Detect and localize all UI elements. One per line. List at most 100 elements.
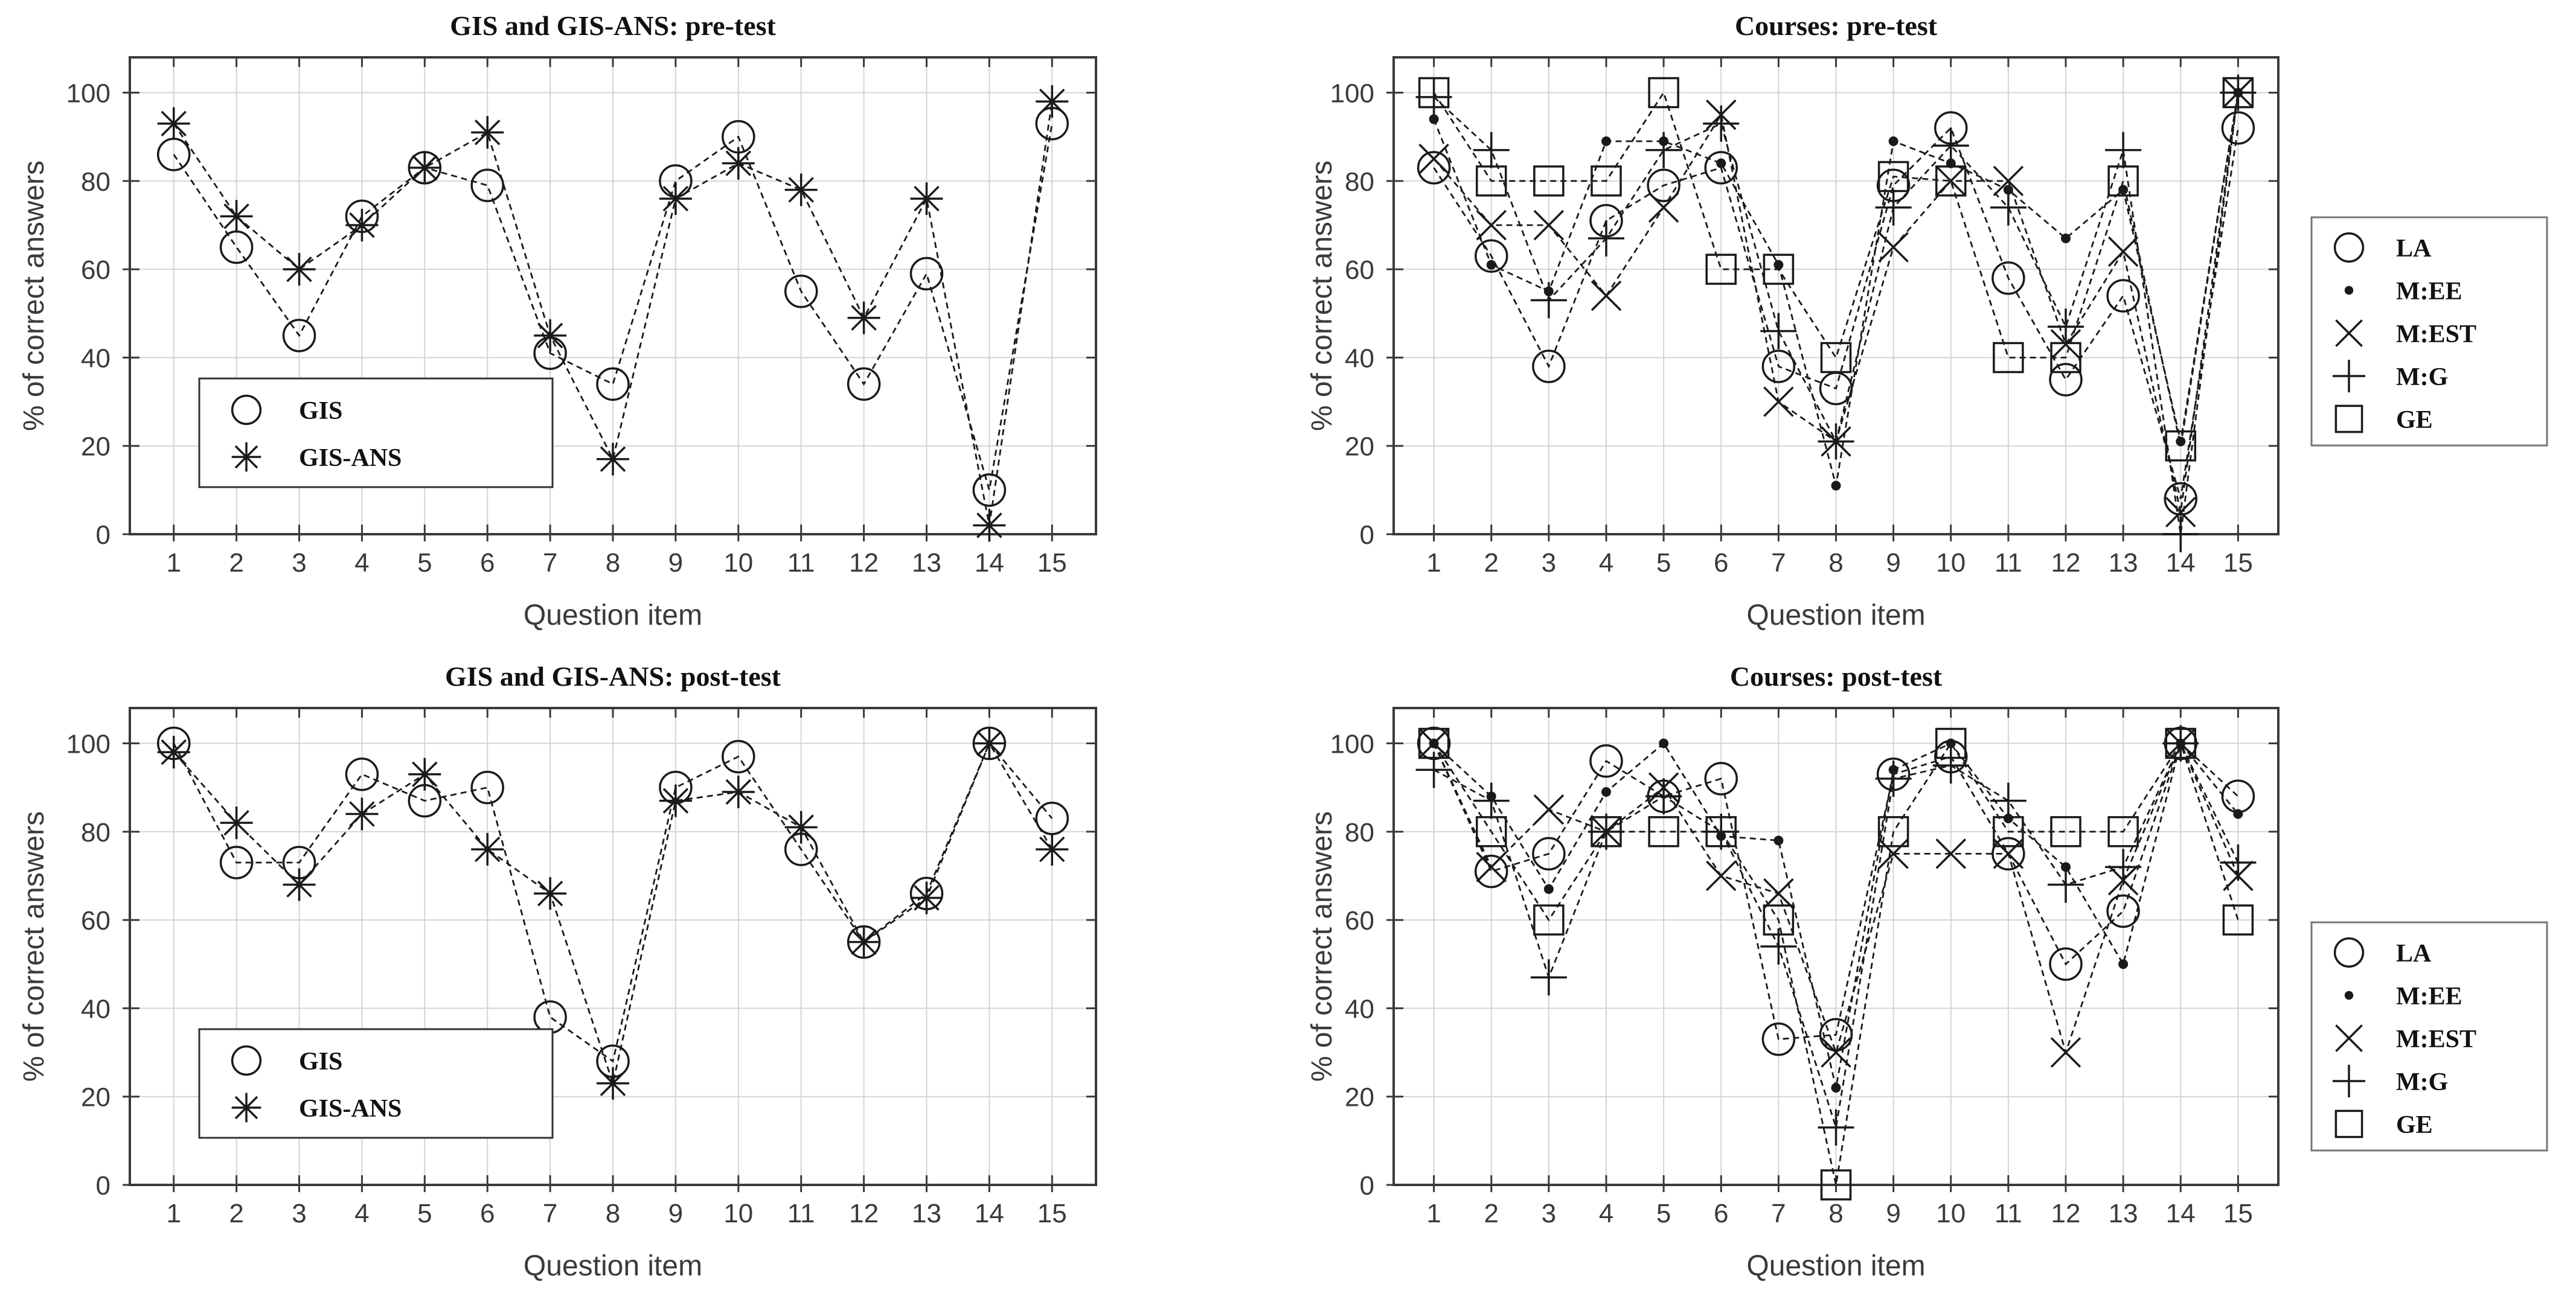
series-m-est <box>1418 77 2254 528</box>
x-tick-label: 13 <box>912 1199 941 1228</box>
legend-label: GIS <box>299 1048 342 1076</box>
circle-marker <box>2333 232 2365 263</box>
square-marker <box>1475 165 1507 197</box>
legend-label: M:EE <box>2396 983 2462 1010</box>
x-tick-label: 11 <box>1994 1199 2022 1228</box>
square-marker <box>1475 816 1507 847</box>
legend-label: LA <box>2396 235 2432 263</box>
star-marker <box>286 256 312 282</box>
star-marker <box>234 445 258 469</box>
circle-marker <box>1704 762 1738 796</box>
circle-marker <box>1991 261 2025 295</box>
x-tick-label: 11 <box>787 548 815 578</box>
square-marker <box>1533 904 1565 936</box>
legend-label: M:EE <box>2396 278 2462 305</box>
y-tick-label: 80 <box>81 818 111 847</box>
x-tick-label: 6 <box>1714 548 1728 578</box>
square-marker <box>1591 816 1622 847</box>
y-tick-label: 20 <box>81 432 111 462</box>
x-marker <box>1418 728 1449 759</box>
y-tick-label: 100 <box>1330 730 1374 759</box>
x-tick-label: 5 <box>1656 1199 1671 1228</box>
star-marker <box>976 730 1002 756</box>
square-marker <box>2050 342 2081 374</box>
x-marker <box>1476 209 1507 241</box>
series-line <box>1433 126 2239 499</box>
legend: LA M:EE M:EST M:G GE <box>2310 216 2548 447</box>
square-marker <box>2107 165 2139 197</box>
star-marker <box>286 872 312 898</box>
series-m-g <box>1415 725 2257 1146</box>
x-tick-label: 1 <box>1426 548 1441 578</box>
x-tick-label: 10 <box>723 548 753 578</box>
x-tick-label: 9 <box>1886 1199 1900 1228</box>
circle-marker <box>596 367 630 401</box>
square-marker <box>1993 816 2024 847</box>
circle-marker <box>2221 111 2255 145</box>
series-line <box>173 741 1053 1063</box>
series-gis-ans <box>157 85 1069 542</box>
star-marker <box>234 1096 258 1120</box>
x-tick-label: 10 <box>723 1199 753 1228</box>
x-tick-label: 3 <box>1542 548 1556 578</box>
x-tick-label: 9 <box>668 1199 683 1228</box>
y-tick-label: 0 <box>1360 1171 1374 1201</box>
x-marker <box>1878 232 1909 263</box>
x-tick-label: 5 <box>1656 548 1671 578</box>
dot-marker <box>1773 260 1784 270</box>
y-axis-label: % of correct answers <box>18 161 50 431</box>
x-tick-label: 5 <box>417 548 432 578</box>
legend: LA M:EE M:EST M:G GE <box>2310 921 2548 1152</box>
legend-label: M:EST <box>2396 1026 2476 1053</box>
legend-box <box>198 377 554 488</box>
circle-marker <box>1417 151 1451 185</box>
x-tick-label: 7 <box>1771 548 1786 578</box>
star-marker <box>474 836 501 863</box>
x-tick-label: 6 <box>480 1199 495 1228</box>
x-tick-label: 6 <box>1714 1199 1728 1228</box>
x-tick-label: 1 <box>166 1199 181 1228</box>
x-tick-label: 13 <box>2109 548 2138 578</box>
x-tick-label: 4 <box>354 1199 369 1228</box>
y-tick-label: 80 <box>81 167 111 197</box>
circle-marker <box>470 770 504 805</box>
series-m-g <box>1415 74 2257 552</box>
square-marker <box>2222 904 2254 936</box>
y-axis-label: % of correct answers <box>1306 161 1338 431</box>
square-marker <box>1648 77 1679 109</box>
x-axis-label: Question item <box>1746 1250 1925 1282</box>
dot-marker <box>2344 286 2354 295</box>
circle-marker <box>1704 151 1738 185</box>
square-marker <box>1935 165 1967 197</box>
series-line <box>173 123 1053 491</box>
star-marker <box>1039 836 1065 863</box>
y-tick-label: 60 <box>1345 906 1374 936</box>
star-marker <box>788 177 814 203</box>
series-gis-ans <box>157 727 1069 1100</box>
x-tick-label: 12 <box>2051 548 2081 578</box>
legend-label: LA <box>2396 940 2432 968</box>
legend-label: M:G <box>2396 1068 2448 1096</box>
x-marker <box>1935 838 1966 869</box>
circle-marker <box>2333 937 2365 968</box>
y-axis-label: % of correct answers <box>1306 811 1338 1082</box>
circle-marker <box>1761 349 1796 383</box>
series-ge <box>1418 77 2254 462</box>
square-marker <box>1705 816 1737 847</box>
circle-marker <box>1474 854 1508 889</box>
x-tick-label: 2 <box>1484 548 1498 578</box>
x-tick-label: 12 <box>2051 1199 2081 1228</box>
x-tick-label: 10 <box>1936 1199 1966 1228</box>
circle-marker <box>847 367 881 401</box>
star-marker <box>474 120 501 145</box>
x-tick-label: 2 <box>229 1199 243 1228</box>
star-marker <box>725 779 752 805</box>
x-marker <box>2050 1037 2081 1068</box>
square-marker <box>1418 77 1450 109</box>
x-marker <box>1878 838 1909 869</box>
x-marker <box>1821 1037 1851 1068</box>
star-marker <box>788 814 814 840</box>
circle-marker <box>231 1045 262 1076</box>
series-line <box>1433 742 2239 1041</box>
circle-marker <box>909 257 944 291</box>
